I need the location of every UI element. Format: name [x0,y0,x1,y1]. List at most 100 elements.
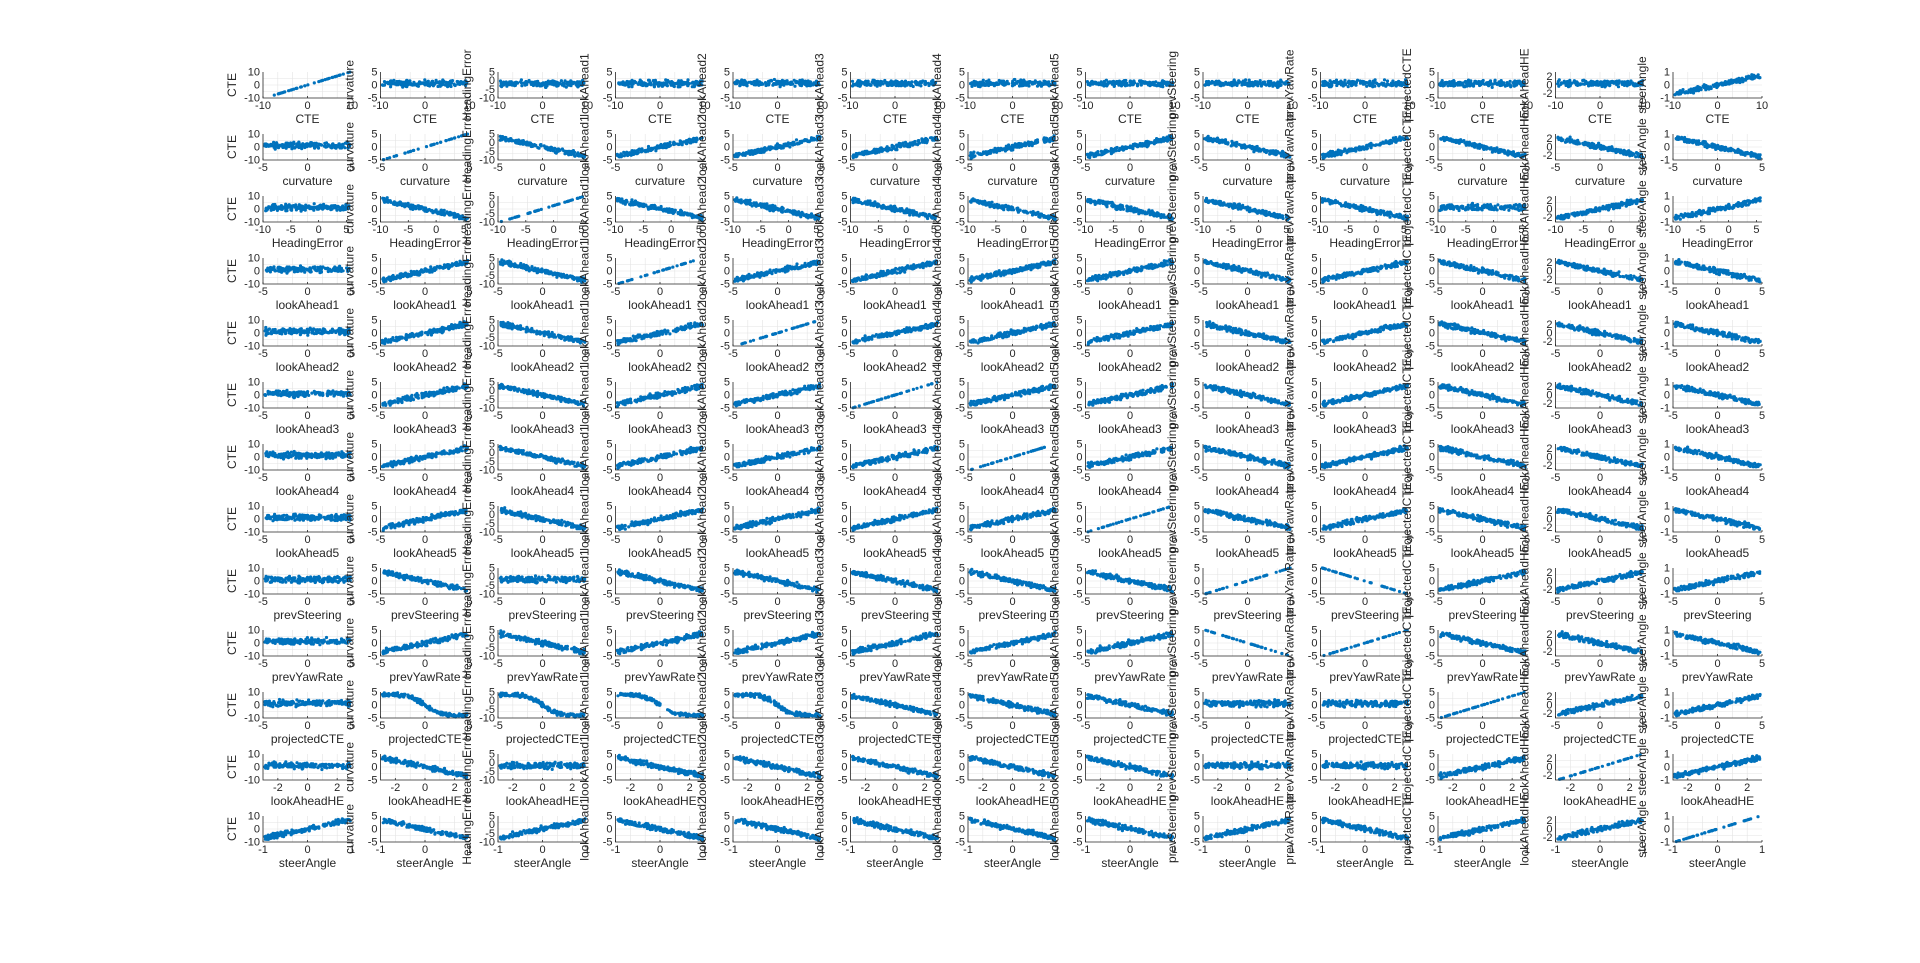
scatter-point [1728,79,1731,82]
scatter-point [383,80,386,83]
scatter-point [1364,81,1367,84]
y-tick-label: -5 [838,93,848,105]
scatter-point [666,142,669,145]
y-tick-label: 0 [254,142,260,154]
y-tick-label: 0 [1076,80,1082,92]
scatter-point [565,86,568,89]
scatter-point [863,152,866,155]
scatter-point [282,91,285,94]
scatter-point [638,81,641,84]
scatter-point [1608,84,1611,87]
scatter-point [1461,82,1464,85]
scatter-point [1004,83,1007,86]
scatter-point [904,84,907,87]
scatter-point [1027,81,1030,84]
scatter-point [1502,81,1505,84]
x-tick-label: 0 [539,100,545,112]
scatter-point [896,80,899,83]
scatter-point [806,80,809,83]
panel-projectedCTE-vs-CTE: -10 0 10CTE-505projectedCTE [1400,48,1533,126]
scatter-point [331,76,334,79]
scatter-point [1374,81,1377,84]
scatter-point [1509,85,1512,88]
scatter-point [620,155,623,158]
scatter-point [635,152,638,155]
scatter-point [1204,83,1207,86]
scatter-point [917,82,920,85]
scatter-point [1218,81,1221,84]
scatter-point [1506,84,1509,87]
scatter-point [453,137,456,140]
scatter-point [569,79,572,82]
scatter-point [338,74,341,77]
y-tick-label: -5 [368,155,378,167]
scatter-point [970,85,973,88]
scatter-point [434,81,437,84]
scatter-point [1161,80,1164,83]
scatter-point [649,147,652,150]
y-tick-label: 5 [959,67,965,79]
scatter-point [1492,82,1495,85]
scatter-point [1440,83,1443,86]
scatter-point [647,145,650,148]
scatter-point [925,139,928,142]
scatter-point [453,83,456,86]
scatter-point [321,79,324,82]
scatter-point [535,82,538,85]
y-tick-label: -1 [1660,93,1670,105]
scatter-point [439,81,442,84]
scatter-point [747,81,750,84]
panel-lookAhead1-vs-CTE: -10 0 10CTE-505lookAhead1 [578,53,711,126]
scatter-point [271,144,274,147]
x-axis-label: CTE [1588,112,1612,126]
x-tick-label: 0 [774,100,780,112]
scatter-point [264,142,267,145]
panel-lookAhead4-vs-CTE: -10 0 10CTE-505lookAhead4 [930,53,1063,126]
scatter-point [276,143,279,146]
scatter-point [423,78,426,81]
scatter-point [790,143,793,146]
scatter-point [920,137,923,140]
scatter-point [785,82,788,85]
scatter-point [1277,83,1280,86]
scatter-point [1699,87,1702,90]
scatter-point [753,80,756,83]
scatter-point [646,149,649,152]
panel-lookAhead4-vs-curvature: -5 0 5curvature-505lookAhead4 [930,115,1060,188]
y-tick-label: 10 [248,67,260,79]
scatter-point [323,142,326,145]
scatter-point [1512,84,1515,87]
scatter-point [404,152,407,155]
x-tick-label: 0 [892,162,898,174]
x-tick-label: 0 [1714,100,1720,112]
x-tick-label: 0 [1009,100,1015,112]
scatter-point [513,84,516,87]
scatter-point [1609,81,1612,84]
y-tick-label: -10 [244,155,260,167]
y-tick-label: -10 [244,93,260,105]
scatter-point [1335,79,1338,82]
scatter-point [735,79,738,82]
scatter-point [890,148,893,151]
scatter-point [303,84,306,87]
x-tick-label: 0 [1244,100,1250,112]
y-tick-label: -5 [1073,93,1083,105]
scatter-point [664,78,667,81]
scatter-point [1629,79,1632,82]
scatter-point [664,82,667,85]
scatter-point [985,80,988,83]
scatter-point [855,155,858,158]
scatter-point [566,152,569,155]
scatter-point [315,142,318,145]
scatter-point [855,82,858,85]
scatter-point [328,77,331,80]
scatter-point [1330,82,1333,85]
y-tick-label: 2 [1546,71,1552,83]
scatter-point [519,80,522,83]
x-axis-label: CTE [413,112,437,126]
scatter-point [414,83,417,86]
scatter-point [981,81,984,84]
scatter-point [1750,76,1753,79]
scatter-point [989,83,992,86]
scatter-point [864,80,867,83]
